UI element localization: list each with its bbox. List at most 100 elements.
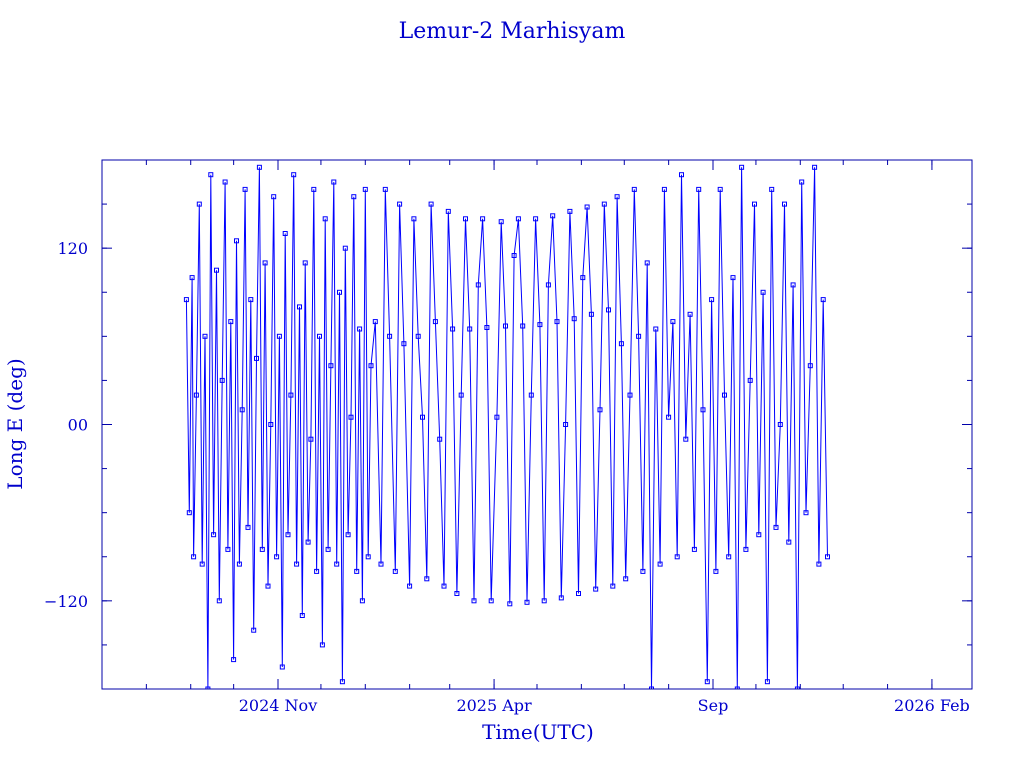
data-point (537, 322, 543, 328)
series-layer (183, 164, 830, 689)
data-point (294, 561, 300, 567)
data-point (743, 546, 749, 552)
data-point (739, 164, 745, 170)
data-point (205, 686, 211, 689)
data-point (222, 179, 228, 185)
data-point (387, 333, 393, 339)
data-point (782, 201, 787, 207)
data-point (520, 323, 526, 329)
data-point (325, 546, 331, 552)
data-point (777, 422, 783, 427)
data-point (816, 561, 822, 567)
y-tick-label: 00 (68, 416, 88, 435)
data-point (687, 311, 693, 317)
data-point (251, 627, 257, 633)
data-point (345, 532, 351, 538)
data-point (475, 282, 481, 288)
data-point (480, 216, 486, 222)
data-point (234, 238, 239, 244)
data-point (382, 186, 388, 192)
data-point (730, 275, 736, 281)
data-point (225, 546, 231, 552)
data-point (752, 201, 757, 207)
data-point (558, 595, 564, 601)
data-point (786, 539, 792, 545)
data-point (368, 363, 374, 369)
data-point (308, 436, 314, 442)
data-point (445, 208, 451, 214)
data-point (704, 679, 710, 685)
data-point (597, 407, 603, 413)
data-point (722, 392, 727, 398)
data-point (401, 341, 407, 347)
data-point (614, 194, 620, 200)
data-point (357, 326, 363, 332)
x-tick-label: 2025 Apr (456, 696, 532, 715)
data-point (726, 554, 732, 560)
data-point (236, 561, 242, 567)
ticks-layer: 2024 Nov 2025 Apr Sep 2026 Feb 120 00 −120 (44, 160, 973, 715)
data-point (299, 613, 305, 618)
data-point (657, 561, 663, 567)
x-tick-label: 2026 Feb (894, 696, 970, 715)
data-point (825, 554, 830, 560)
data-point (760, 289, 766, 295)
data-point (545, 282, 551, 288)
data-point (411, 216, 417, 222)
data-point (359, 598, 365, 604)
data-point (437, 436, 443, 442)
x-tick-label: Sep (698, 696, 729, 715)
data-point (314, 568, 320, 574)
data-point (186, 510, 192, 516)
data-point (794, 686, 800, 689)
data-point (331, 179, 337, 185)
data-point (627, 392, 633, 398)
data-point (588, 311, 594, 317)
data-point (441, 583, 447, 589)
data-point (282, 231, 288, 236)
data-point (803, 510, 809, 516)
data-point (285, 532, 291, 538)
data-point (524, 599, 530, 605)
data-point (601, 201, 607, 207)
data-point (450, 326, 456, 332)
data-point (571, 316, 577, 322)
data-point (640, 568, 646, 574)
data-point (498, 219, 504, 225)
data-point (764, 679, 770, 685)
data-point (242, 186, 248, 192)
data-point (636, 333, 642, 339)
data-point (567, 208, 573, 214)
data-point (191, 554, 197, 560)
series-group (183, 164, 830, 689)
y-axis-label: Long E (deg) (3, 358, 27, 489)
data-point (580, 275, 586, 281)
data-point (302, 260, 308, 266)
data-point (606, 307, 611, 313)
data-point (653, 326, 659, 332)
data-point (211, 532, 217, 538)
data-point (342, 245, 348, 251)
data-point (756, 532, 762, 538)
data-point (279, 664, 285, 670)
data-point (484, 325, 490, 330)
data-point (397, 201, 403, 207)
data-point (463, 216, 468, 222)
data-point (415, 333, 421, 339)
data-point (790, 282, 796, 288)
data-point (471, 598, 477, 604)
data-point (407, 583, 413, 589)
data-point (259, 546, 265, 552)
data-point (511, 253, 517, 258)
data-point (820, 297, 826, 303)
data-point (734, 686, 740, 689)
data-point (216, 598, 222, 604)
data-point (458, 392, 464, 398)
data-point (773, 524, 779, 530)
data-point (288, 392, 294, 398)
data-point (276, 333, 282, 339)
data-point (265, 583, 271, 589)
y-tick-label: −120 (44, 592, 88, 611)
data-point (503, 323, 508, 329)
data-point (679, 172, 684, 178)
